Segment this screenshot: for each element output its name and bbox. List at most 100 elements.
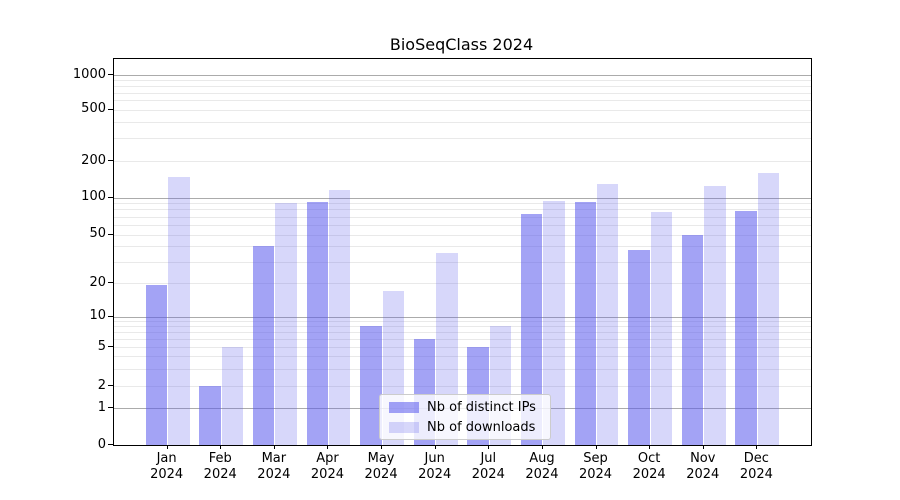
x-tick-label-dec: Dec 2024 bbox=[739, 451, 773, 482]
x-tick-label-jun: Jun 2024 bbox=[418, 451, 452, 482]
y-tick-label-500: 500 bbox=[81, 101, 106, 116]
y-tick-label-200: 200 bbox=[81, 152, 106, 168]
bar-nb-of-distinct-ips-feb bbox=[199, 386, 221, 445]
y-tick-label-1000: 1000 bbox=[72, 66, 106, 82]
y-tick-mark-2 bbox=[108, 385, 113, 386]
x-tick-label-jan: Jan 2024 bbox=[150, 451, 184, 482]
x-tick-label-nov: Nov 2024 bbox=[686, 451, 720, 482]
bar-nb-of-distinct-ips-nov bbox=[681, 234, 704, 445]
x-tick-mark-sep bbox=[595, 445, 597, 449]
x-tick-mark-jul bbox=[488, 445, 490, 449]
x-tick-label-aug: Aug 2024 bbox=[525, 451, 559, 482]
legend-label-distinct-ips: Nb of distinct IPs bbox=[427, 399, 536, 415]
bar-nb-of-distinct-ips-apr bbox=[306, 201, 328, 445]
y-tick-label-20: 20 bbox=[89, 274, 106, 290]
gridline-50 bbox=[114, 234, 811, 236]
gridline-2 bbox=[114, 386, 811, 387]
y-tick-label-1: 1 bbox=[97, 399, 106, 415]
gridline-6 bbox=[114, 338, 811, 340]
gridline-40 bbox=[114, 246, 811, 248]
gridline-200 bbox=[114, 161, 811, 162]
bar-nb-of-downloads-feb bbox=[221, 347, 244, 445]
y-tick-mark-0 bbox=[108, 444, 113, 445]
legend: Nb of distinct IPs Nb of downloads bbox=[379, 394, 551, 440]
gridline-8 bbox=[114, 326, 811, 328]
y-tick-mark-1000 bbox=[108, 74, 113, 75]
y-tick-label-50: 50 bbox=[89, 226, 106, 241]
y-tick-label-100: 100 bbox=[81, 189, 106, 204]
bar-nb-of-distinct-ips-mar bbox=[252, 246, 275, 445]
x-tick-mark-apr bbox=[327, 445, 329, 449]
x-tick-mark-jun bbox=[434, 445, 436, 449]
y-tick-label-5: 5 bbox=[97, 338, 106, 354]
x-tick-mark-may bbox=[381, 445, 383, 449]
x-tick-label-feb: Feb 2024 bbox=[203, 451, 237, 482]
legend-row-downloads: Nb of downloads bbox=[380, 419, 550, 436]
bar-nb-of-downloads-apr bbox=[328, 190, 351, 445]
x-tick-label-jul: Jul 2024 bbox=[471, 451, 505, 482]
bar-nb-of-downloads-dec bbox=[757, 172, 780, 445]
x-tick-mark-jan bbox=[166, 445, 168, 449]
bar-nb-of-distinct-ips-aug bbox=[521, 213, 543, 445]
gridline-70 bbox=[114, 216, 811, 218]
gridline-7 bbox=[114, 332, 811, 334]
bar-nb-of-downloads-aug bbox=[543, 201, 565, 445]
gridline-800 bbox=[114, 86, 811, 88]
legend-label-downloads: Nb of downloads bbox=[427, 419, 536, 435]
bar-nb-of-distinct-ips-oct bbox=[628, 250, 650, 445]
gridline-20 bbox=[114, 283, 811, 284]
x-tick-mark-aug bbox=[541, 445, 543, 449]
x-tick-mark-feb bbox=[220, 445, 222, 449]
bar-nb-of-distinct-ips-sep bbox=[574, 201, 597, 445]
plot-area: Nb of distinct IPs Nb of downloads bbox=[113, 58, 812, 446]
y-tick-mark-1 bbox=[108, 407, 113, 408]
gridline-3 bbox=[114, 368, 811, 370]
bar-nb-of-distinct-ips-may bbox=[360, 326, 382, 445]
bar-nb-of-downloads-mar bbox=[275, 203, 297, 445]
x-tick-label-oct: Oct 2024 bbox=[632, 451, 666, 482]
legend-swatch-distinct-ips bbox=[389, 401, 419, 413]
y-tick-mark-50 bbox=[108, 233, 113, 235]
bar-nb-of-distinct-ips-jan bbox=[145, 285, 168, 445]
legend-row-distinct-ips: Nb of distinct IPs bbox=[380, 399, 550, 416]
y-tick-mark-10 bbox=[108, 315, 113, 317]
x-tick-label-sep: Sep 2024 bbox=[578, 451, 613, 482]
gridline-9 bbox=[114, 321, 811, 323]
bar-nb-of-downloads-jan bbox=[168, 176, 190, 445]
y-tick-label-0: 0 bbox=[97, 436, 106, 452]
y-tick-mark-20 bbox=[108, 282, 113, 283]
y-tick-mark-5 bbox=[108, 346, 113, 347]
gridline-100 bbox=[114, 197, 811, 199]
chart-title: BioSeqClass 2024 bbox=[389, 35, 534, 54]
x-tick-label-mar: Mar 2024 bbox=[257, 451, 291, 482]
gridline-400 bbox=[114, 122, 811, 124]
gridline-10 bbox=[114, 316, 811, 318]
gridline-600 bbox=[114, 100, 811, 102]
gridline-5 bbox=[114, 347, 811, 348]
gridline-80 bbox=[114, 209, 811, 211]
gridline-700 bbox=[114, 92, 811, 94]
x-tick-label-apr: Apr 2024 bbox=[310, 451, 344, 482]
y-tick-label-10: 10 bbox=[89, 308, 106, 323]
x-tick-mark-dec bbox=[756, 445, 758, 449]
y-tick-mark-200 bbox=[108, 160, 113, 161]
gridline-300 bbox=[114, 138, 811, 140]
gridline-1000 bbox=[114, 75, 811, 76]
x-tick-mark-mar bbox=[273, 445, 275, 449]
y-tick-mark-500 bbox=[108, 108, 113, 110]
x-tick-label-may: May 2024 bbox=[364, 451, 398, 482]
gridline-60 bbox=[114, 224, 811, 226]
gridline-30 bbox=[114, 261, 811, 263]
gridline-500 bbox=[114, 109, 811, 111]
bar-nb-of-distinct-ips-dec bbox=[735, 210, 757, 445]
bar-nb-of-downloads-oct bbox=[650, 212, 673, 445]
x-tick-mark-oct bbox=[649, 445, 651, 449]
legend-swatch-downloads bbox=[389, 421, 419, 433]
y-tick-mark-100 bbox=[108, 196, 113, 198]
y-tick-label-2: 2 bbox=[97, 377, 106, 393]
x-tick-mark-nov bbox=[702, 445, 704, 449]
bar-nb-of-downloads-sep bbox=[597, 183, 619, 445]
gridline-90 bbox=[114, 203, 811, 205]
bar-nb-of-downloads-nov bbox=[704, 185, 726, 445]
